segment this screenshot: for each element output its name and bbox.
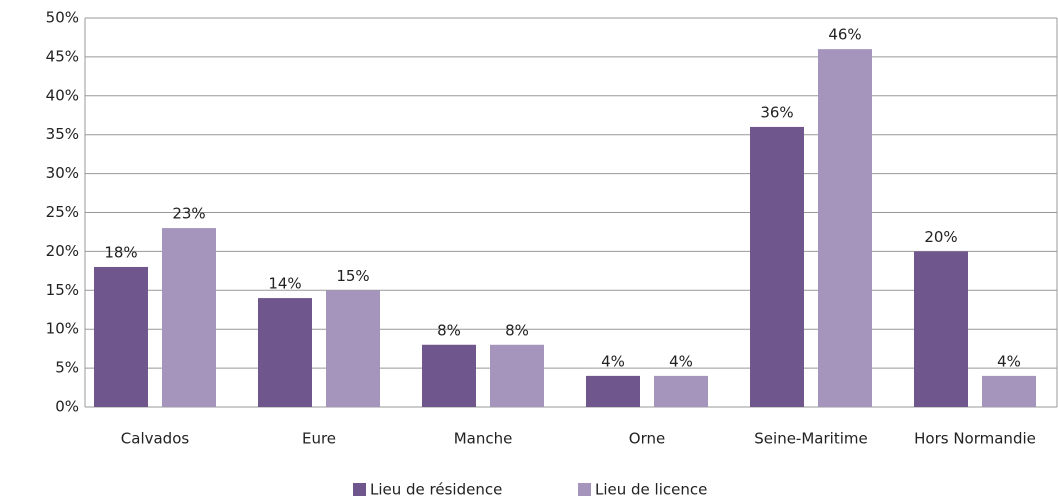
legend-label: Lieu de licence — [595, 481, 707, 499]
bar — [750, 126, 804, 408]
value-label: 23% — [172, 205, 205, 223]
y-tick-label: 35% — [46, 125, 79, 143]
value-label: 4% — [997, 352, 1021, 370]
value-label: 8% — [437, 321, 461, 339]
y-tick-label: 20% — [46, 242, 79, 260]
value-label: 4% — [601, 352, 625, 370]
value-label: 18% — [104, 243, 137, 261]
bar — [258, 298, 312, 407]
legend-swatch — [578, 483, 591, 496]
bar — [586, 375, 640, 407]
y-tick-label: 10% — [46, 320, 79, 338]
x-tick-label: Calvados — [121, 430, 190, 448]
bar — [162, 228, 216, 407]
bar — [326, 290, 380, 407]
x-tick-label: Manche — [454, 430, 513, 448]
y-tick-label: 15% — [46, 281, 79, 299]
y-tick-label: 45% — [46, 47, 79, 65]
y-tick-label: 5% — [55, 359, 79, 377]
x-tick-label: Orne — [629, 430, 665, 448]
value-label: 4% — [669, 352, 693, 370]
value-label: 15% — [336, 267, 369, 285]
bar — [914, 251, 968, 407]
bar — [422, 344, 476, 407]
x-tick-label: Seine-Maritime — [754, 430, 867, 448]
bar — [654, 375, 708, 407]
bar — [94, 266, 148, 407]
value-label: 20% — [924, 228, 957, 246]
x-tick-label: Eure — [302, 430, 336, 448]
value-label: 36% — [760, 103, 793, 121]
bar — [818, 49, 872, 408]
y-tick-label: 0% — [55, 398, 79, 416]
legend-swatch — [353, 483, 366, 496]
y-tick-label: 25% — [46, 203, 79, 221]
y-tick-label: 30% — [46, 164, 79, 182]
x-tick-label: Hors Normandie — [914, 430, 1036, 448]
value-label: 8% — [505, 321, 529, 339]
legend-label: Lieu de résidence — [370, 481, 502, 499]
y-tick-label: 50% — [46, 9, 79, 27]
y-tick-label: 40% — [46, 86, 79, 104]
bar — [490, 344, 544, 407]
value-label: 46% — [828, 26, 861, 44]
bar — [982, 375, 1036, 407]
value-label: 14% — [268, 275, 301, 293]
